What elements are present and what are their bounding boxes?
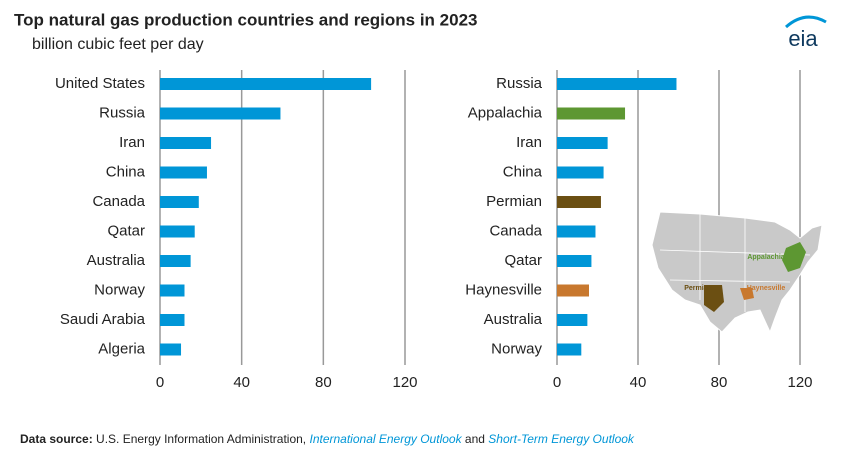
- y-tick-label: Appalachia: [468, 104, 543, 121]
- bar: [557, 343, 582, 356]
- bar: [557, 166, 604, 179]
- y-tick-label: China: [503, 163, 543, 180]
- bar: [557, 255, 592, 267]
- bar: [160, 107, 281, 120]
- y-tick-label: Saudi Arabia: [60, 311, 146, 328]
- chart-subtitle: billion cubic feet per day: [32, 36, 204, 53]
- bar: [557, 284, 589, 297]
- y-tick-label: Australia: [484, 311, 543, 328]
- y-tick-label: Algeria: [98, 340, 145, 357]
- x-tick-label: 0: [156, 374, 164, 391]
- y-tick-label: Russia: [99, 104, 146, 121]
- source-label: Data source:: [20, 432, 93, 446]
- x-tick-label: 80: [711, 374, 728, 391]
- bar: [557, 107, 626, 120]
- logo: eia: [785, 15, 827, 51]
- y-tick-label: United States: [55, 75, 145, 92]
- x-tick-label: 0: [553, 374, 561, 391]
- y-tick-label: Permian: [486, 193, 542, 210]
- y-tick-label: Canada: [489, 222, 542, 239]
- map-label: Haynesville: [747, 285, 786, 292]
- bar: [160, 78, 372, 90]
- y-tick-label: Norway: [491, 340, 542, 357]
- bar: [160, 343, 182, 356]
- x-tick-label: 120: [392, 374, 417, 391]
- bar: [160, 314, 185, 326]
- permian-area: [704, 285, 724, 312]
- y-tick-label: Qatar: [107, 222, 145, 239]
- bar: [557, 78, 677, 90]
- bar: [160, 196, 199, 208]
- source-text: U.S. Energy Information Administration,: [96, 432, 306, 446]
- y-tick-label: Canada: [92, 193, 145, 210]
- y-tick-label: Australia: [87, 252, 146, 269]
- y-tick-label: Iran: [119, 134, 145, 151]
- us-map: [651, 211, 823, 334]
- source-link[interactable]: Short-Term Energy Outlook: [488, 432, 635, 446]
- x-tick-label: 80: [315, 374, 332, 391]
- source-text: and: [465, 432, 485, 446]
- bar: [557, 225, 596, 238]
- logo-arc: [785, 15, 827, 29]
- y-tick-label: China: [106, 163, 146, 180]
- bar: [160, 225, 195, 238]
- y-tick-label: Haynesville: [465, 281, 542, 298]
- bar: [160, 255, 191, 267]
- appalachia-area: [782, 242, 806, 272]
- map-inset: Appalachia Permian Haynesville: [651, 211, 823, 334]
- y-tick-label: Iran: [516, 134, 542, 151]
- y-tick-label: Norway: [94, 281, 145, 298]
- bar: [557, 137, 608, 149]
- state-lines: [659, 214, 811, 312]
- x-tick-label: 40: [630, 374, 647, 391]
- haynesville-area: [740, 288, 754, 300]
- x-tick-label: 40: [233, 374, 250, 391]
- map-label: Appalachia: [747, 254, 784, 261]
- bar: [160, 137, 212, 149]
- logo-text: eia: [788, 26, 818, 51]
- map-label: Permian: [684, 285, 712, 292]
- bar: [160, 284, 185, 297]
- y-tick-label: Russia: [496, 75, 543, 92]
- y-tick-label: Qatar: [504, 252, 542, 269]
- x-tick-label: 120: [787, 374, 812, 391]
- bar: [557, 196, 601, 208]
- source-link[interactable]: International Energy Outlook: [309, 432, 462, 446]
- bar: [160, 166, 207, 179]
- chart-title: Top natural gas production countries and…: [14, 10, 477, 29]
- source: Data source: U.S. Energy Information Adm…: [20, 432, 635, 446]
- bar: [557, 314, 588, 326]
